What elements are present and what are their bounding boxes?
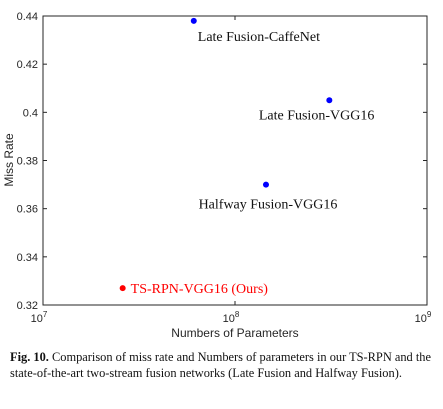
data-point [326,97,333,104]
x-tick-label-exponent: 8 [235,310,240,319]
y-axis-label: Miss Rate [2,133,16,187]
y-tick-label: 0.36 [17,204,38,216]
plot-area [42,15,428,306]
x-tick-label: 108 [223,310,240,325]
figure-caption: Fig. 10. Comparison of miss rate and Num… [10,349,436,381]
data-point-label: Halfway Fusion-VGG16 [199,198,338,213]
x-axis-label: Numbers of Parameters [171,326,298,340]
data-points: Late Fusion-CaffeNet Late Fusion-VGG16 Hal… [119,17,375,297]
x-axis-ticks: 107 108 109 [31,16,432,325]
y-tick-label: 0.44 [17,11,38,23]
data-point [262,181,269,188]
data-point [119,285,126,292]
y-tick-label: 0.38 [17,156,38,168]
scatter-chart: 0.320.340.360.380.40.420.44 107 108 109 La… [2,11,432,340]
x-tick-label: 109 [415,310,432,325]
figure-number: Fig. 10. [10,350,49,364]
x-tick-label-base: 10 [31,313,43,325]
x-tick-label-base: 10 [223,313,235,325]
data-point-label: Late Fusion-VGG16 [259,108,375,123]
x-tick-label-exponent: 7 [43,310,48,319]
y-axis-ticks: 0.32 0.34 0.36 0.38 0.4 0.42 0.44 [17,11,427,312]
y-tick-label: 0.32 [17,300,38,312]
x-tick-label-base: 10 [415,313,427,325]
data-point [190,17,197,24]
y-tick-label: 0.34 [17,252,38,264]
x-tick-label: 107 [31,310,48,325]
caption-text: Comparison of miss rate and Numbers of p… [10,350,431,380]
y-tick-label: 0.4 [23,107,38,119]
y-tick-label: 0.42 [17,59,38,71]
data-point-label: Late Fusion-CaffeNet [198,30,320,45]
data-point-label: TS-RPN-VGG16 (Ours) [131,282,269,297]
x-tick-label-exponent: 9 [427,310,432,319]
